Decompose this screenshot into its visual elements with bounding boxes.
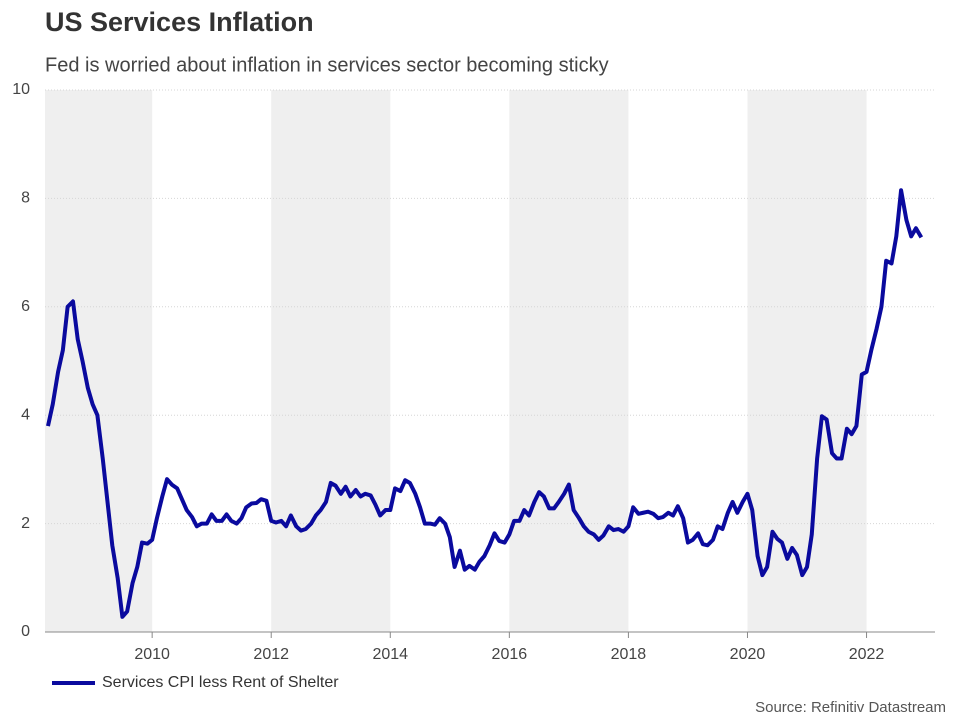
x-tick-label: 2020 bbox=[730, 646, 766, 663]
chart-title: US Services Inflation bbox=[45, 7, 314, 37]
y-tick-label: 6 bbox=[21, 298, 30, 315]
x-tick-label: 2022 bbox=[849, 646, 885, 663]
x-tick-label: 2012 bbox=[253, 646, 289, 663]
chart-subtitle: Fed is worried about inflation in servic… bbox=[45, 54, 609, 76]
shaded-band bbox=[45, 90, 153, 632]
shaded-band bbox=[509, 90, 629, 632]
y-tick-label: 8 bbox=[21, 190, 30, 207]
x-tick-label: 2010 bbox=[134, 646, 170, 663]
y-tick-label: 0 bbox=[21, 623, 30, 640]
data-line bbox=[46, 188, 924, 619]
shaded-band bbox=[747, 90, 867, 632]
y-tick-label: 2 bbox=[21, 515, 30, 532]
shaded-band bbox=[271, 90, 391, 632]
source-note: Source: Refinitiv Datastream bbox=[755, 699, 946, 716]
plot-area bbox=[45, 89, 935, 638]
x-tick-label: 2016 bbox=[492, 646, 528, 663]
x-tick-label: 2018 bbox=[611, 646, 647, 663]
x-tick-label: 2014 bbox=[372, 646, 408, 663]
y-tick-label: 4 bbox=[21, 406, 30, 423]
legend-label: Services CPI less Rent of Shelter bbox=[102, 674, 339, 691]
y-tick-label: 10 bbox=[12, 81, 30, 98]
